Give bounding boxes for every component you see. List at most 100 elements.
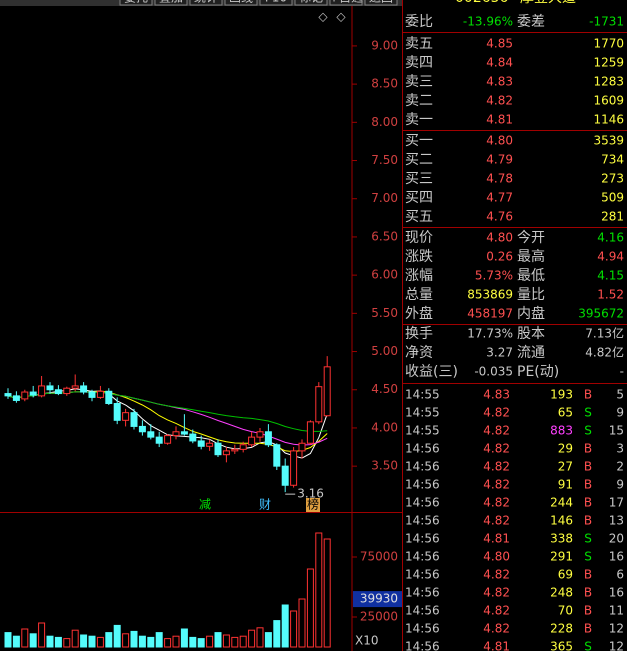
trade-side: B: [584, 514, 592, 528]
event-marker[interactable]: 财: [259, 498, 271, 512]
trade-price: 4.82: [483, 514, 510, 528]
volume-bar: [264, 632, 272, 648]
trade-price: 4.82: [483, 568, 510, 582]
trade-count: 2: [616, 460, 624, 474]
toolbar-tab-label[interactable]: 画线: [229, 0, 253, 5]
candle-body: [189, 433, 197, 442]
finance-label: 换手: [405, 325, 433, 342]
toolbar-tab[interactable]: [119, 0, 153, 6]
trade-price: 4.83: [483, 388, 510, 402]
trade-count: 17: [609, 496, 624, 510]
volume-bar: [214, 632, 222, 648]
book-volume: 1609: [593, 94, 624, 108]
quote-label: 最高: [517, 248, 545, 265]
candle-body: [105, 390, 113, 405]
quote-value: 5.73%: [475, 269, 513, 283]
toolbar-tab[interactable]: [364, 0, 398, 6]
price-tick-label: 6.00: [371, 268, 398, 282]
volume-unit: X10: [355, 634, 379, 648]
toolbar-tab[interactable]: [224, 0, 258, 6]
volume-bar: [206, 635, 214, 648]
trade-time: 14:55: [405, 406, 440, 420]
price-tick-label: 9.00: [371, 38, 398, 52]
trade-side: B: [584, 604, 592, 618]
finance-value: 3.27: [486, 346, 513, 360]
event-marker[interactable]: 减: [199, 498, 211, 512]
trade-time: 14:56: [405, 586, 440, 600]
volume-bar: [21, 628, 29, 648]
toolbar-tab-label[interactable]: 标记: [299, 0, 323, 5]
trade-volume: 91: [558, 478, 573, 492]
diamond-icon[interactable]: ◇: [318, 10, 328, 24]
price-tick-label: 8.50: [371, 77, 398, 91]
candle-body: [306, 421, 314, 444]
trade-volume: 883: [550, 424, 573, 438]
trade-side: S: [584, 640, 592, 651]
volume-bar: [222, 634, 230, 648]
candle-body: [155, 436, 163, 444]
trade-time: 14:55: [405, 424, 440, 438]
marker-bg: [306, 498, 320, 512]
event-marker[interactable]: 榜: [307, 497, 319, 512]
volume-bar: [130, 630, 138, 648]
diamond-icon[interactable]: ◇: [336, 10, 346, 24]
book-volume: 1283: [593, 75, 624, 89]
toolbar-tab-label[interactable]: 叠加: [159, 0, 183, 5]
price-tick-label: 4.50: [371, 382, 398, 396]
trade-time: 14:56: [405, 514, 440, 528]
book-label: 买五: [405, 209, 433, 225]
volume-bar: [71, 629, 79, 648]
trade-count: 20: [609, 532, 624, 546]
candle-body: [12, 395, 20, 401]
finance-label: 净资: [405, 345, 433, 361]
book-volume: 281: [601, 210, 624, 224]
trade-volume: 338: [550, 532, 573, 546]
candle-body: [138, 425, 146, 433]
book-volume: 1770: [593, 37, 624, 51]
stock-code: 002656: [455, 0, 509, 6]
trade-time: 14:56: [405, 640, 440, 651]
candle-body: [130, 412, 138, 427]
candle-body: [239, 444, 247, 450]
quote-value: 395672: [578, 307, 624, 321]
volume-bar: [231, 636, 239, 648]
volume-bar: [105, 632, 113, 648]
finance-label: PE(动): [517, 364, 559, 380]
book-label: 卖二: [405, 93, 433, 109]
toolbar-tab[interactable]: [294, 0, 328, 6]
volume-bar: [54, 636, 62, 648]
toolbar-tab[interactable]: [259, 0, 293, 6]
finance-value: -0.035: [474, 365, 513, 379]
trade-volume: 244: [550, 496, 573, 510]
toolbar-tab-label[interactable]: +自选: [329, 0, 363, 5]
candle-body: [63, 387, 71, 395]
candle-body: [96, 390, 104, 398]
toolbar-tab[interactable]: [329, 0, 363, 6]
quote-label: 总量: [405, 287, 433, 303]
trade-count: 5: [616, 388, 624, 402]
trade-volume: 291: [550, 550, 573, 564]
toolbar-tab-label[interactable]: F10: [265, 0, 287, 5]
toolbar-tab[interactable]: [154, 0, 188, 6]
quote-value: 0.26: [486, 250, 513, 264]
trade-count: 16: [609, 586, 624, 600]
toolbar-tab-label[interactable]: 委托: [124, 0, 148, 5]
quote-value: 4.15: [597, 269, 624, 283]
toolbar-tab-label[interactable]: 返回: [369, 0, 393, 5]
trade-side: B: [584, 478, 592, 492]
toolbar-tab[interactable]: [189, 0, 223, 6]
finance-label: 流通: [517, 345, 545, 361]
candle-body: [197, 440, 205, 447]
candle-body: [172, 431, 180, 437]
price-tick-label: 6.50: [371, 229, 398, 243]
toolbar-tab-label[interactable]: 统计: [194, 0, 218, 5]
quote-value: 853869: [467, 288, 513, 302]
candle-body: [264, 431, 272, 446]
trade-time: 14:56: [405, 604, 440, 618]
price-tick-label: 3.50: [371, 459, 398, 473]
book-label: 卖五: [405, 36, 433, 52]
book-price: 4.77: [486, 191, 513, 205]
quote-value: 1.52: [597, 288, 624, 302]
book-label: 买二: [405, 152, 433, 168]
